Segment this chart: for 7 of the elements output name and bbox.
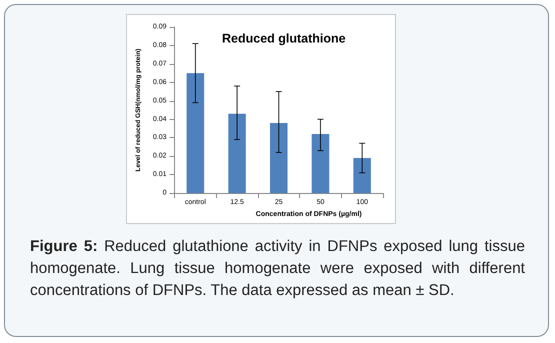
bar [270, 122, 288, 194]
bar [186, 73, 204, 194]
bar [353, 158, 371, 194]
bar [312, 134, 330, 194]
bar [228, 114, 246, 194]
chart-title: Reduced glutathione [222, 32, 346, 46]
caption: Figure 5: Reduced glutathione activity in DFNPs exposed lung tissue homogenate. Lung tissue homogenate were exposed with different concentrations of DFNPs. The data expressed as mean ± SD. [30, 237, 525, 301]
